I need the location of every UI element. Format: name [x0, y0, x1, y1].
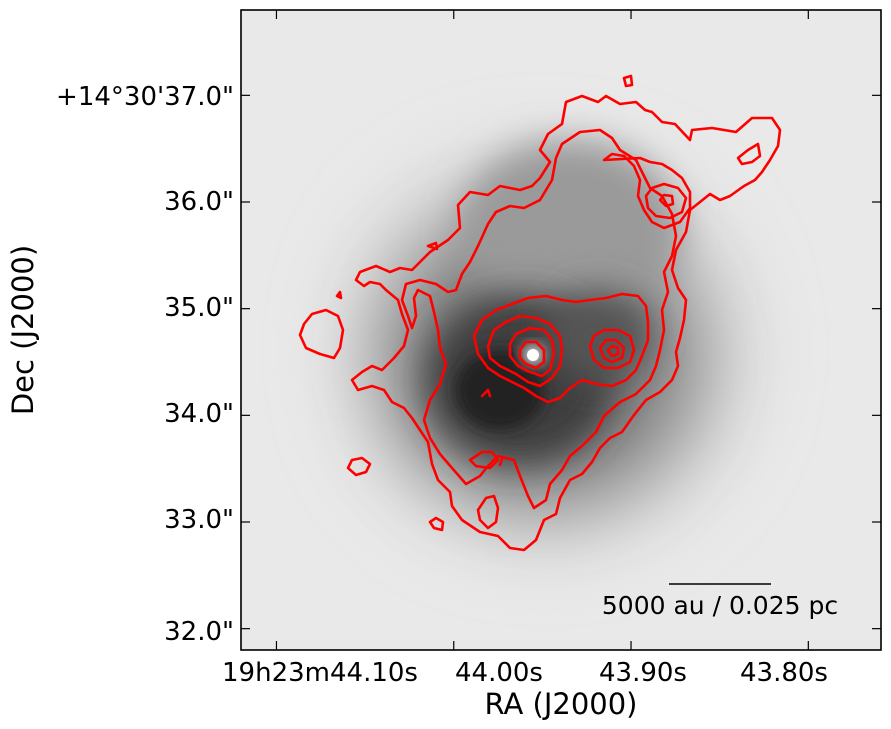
greyscale-image	[241, 10, 881, 650]
y-tick-label: 36.0"	[164, 187, 234, 217]
y-axis-label: Dec (J2000)	[6, 245, 40, 415]
plot-frame	[240, 9, 882, 651]
x-axis-label: RA (J2000)	[484, 687, 637, 721]
x-tick-label: 43.90s	[599, 658, 687, 688]
contour-level-1	[350, 94, 782, 552]
y-tick-label: +14°30'37.0"	[56, 82, 234, 112]
y-tick-label: 33.0"	[164, 505, 234, 535]
contour-level-3	[472, 292, 650, 404]
x-tick-label: 19h23m44.10s	[222, 658, 418, 688]
x-tick-labels: 19h23m44.10s 44.00s 43.90s 43.80s	[222, 658, 828, 688]
y-tick-label: 34.0"	[164, 399, 234, 429]
y-tick-label: 32.0"	[164, 617, 234, 647]
contour-level-2	[400, 128, 678, 510]
x-tick-label: 43.80s	[740, 658, 828, 688]
tick-marks	[241, 10, 881, 650]
scale-bar-label: 5000 au / 0.025 pc	[602, 591, 838, 620]
y-tick-label: 35.0"	[164, 293, 234, 323]
contour-group	[298, 74, 782, 552]
y-tick-labels: +14°30'37.0" 36.0" 35.0" 34.0" 33.0" 32.…	[56, 82, 234, 647]
x-tick-label: 44.00s	[455, 658, 543, 688]
